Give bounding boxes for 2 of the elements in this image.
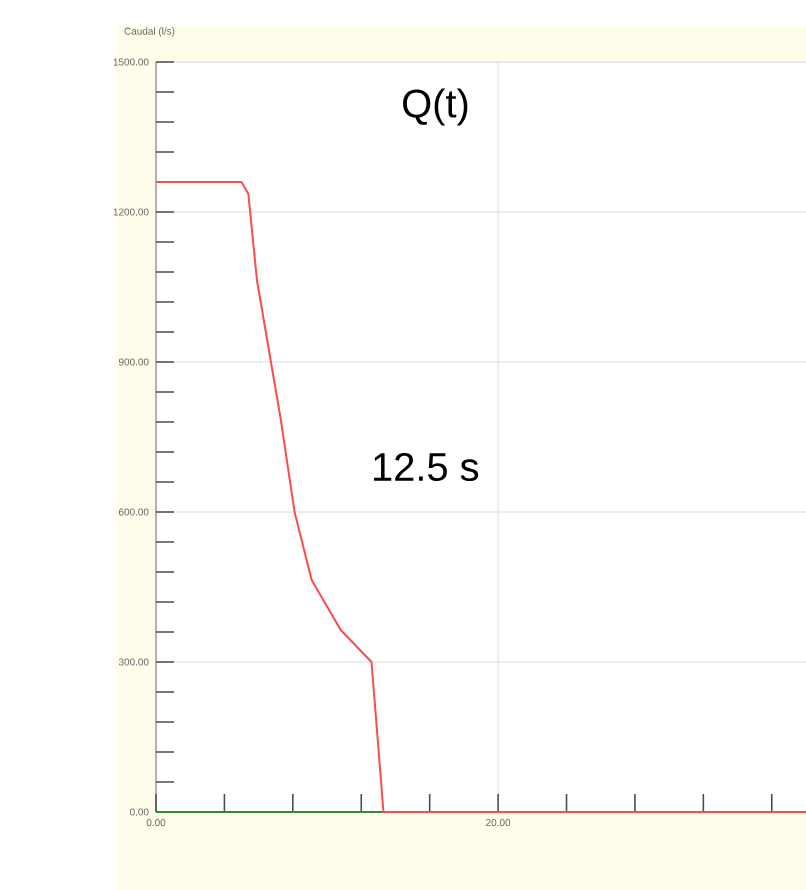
annotation: 12.5 s: [373, 452, 478, 482]
text: Q(t): [402, 88, 467, 126]
